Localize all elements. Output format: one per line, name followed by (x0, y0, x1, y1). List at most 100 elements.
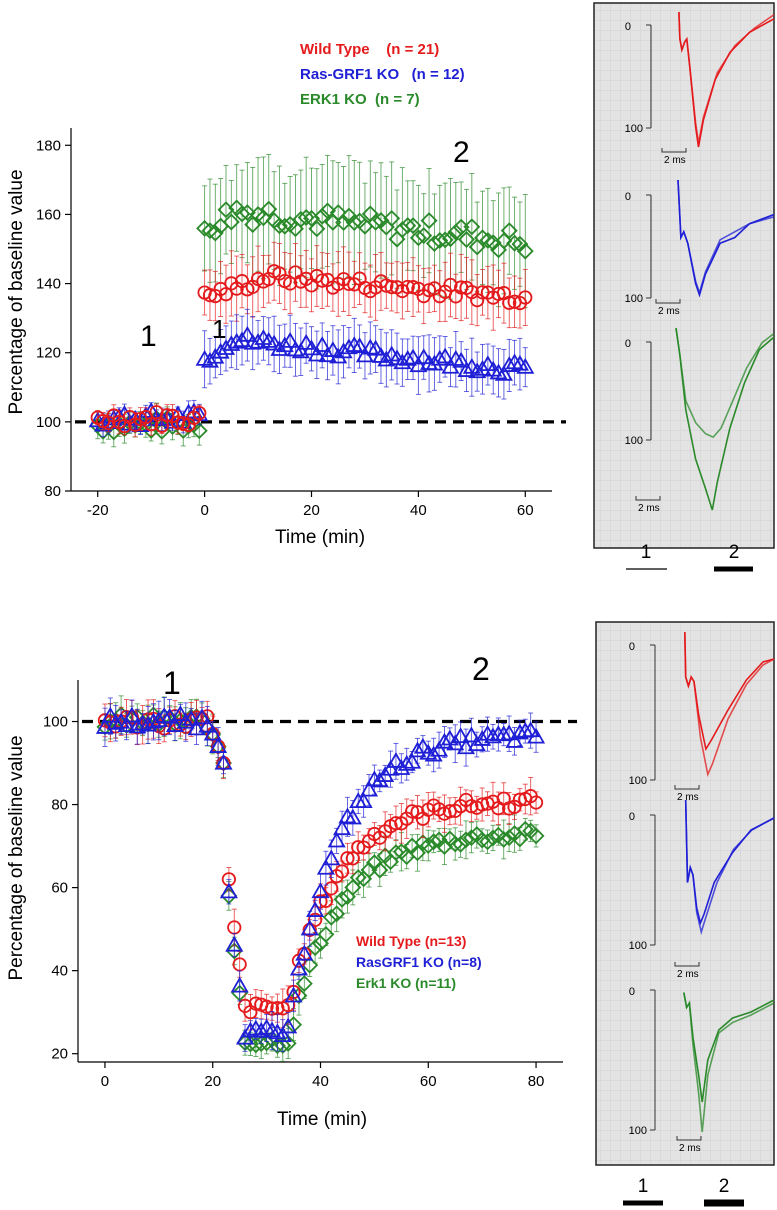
top-circle-pre-point (144, 417, 159, 432)
bottom-triangle-point (462, 726, 481, 743)
top-triangle-post-point (398, 349, 417, 366)
top-trace-0-time-label: 2 ms (664, 155, 686, 166)
top-diamond-post-point (313, 207, 331, 225)
bottom-triangle-point (316, 858, 335, 875)
top-diamond-post-point (500, 222, 518, 240)
bottom-triangle-point (322, 849, 341, 866)
bottom-triangle-point (494, 725, 513, 742)
top-diamond-post-point (383, 209, 401, 227)
bottom-trace-2-time-label: 2 ms (679, 1143, 701, 1154)
top-trace-2-time-bar (635, 496, 661, 501)
bottom-trace-1: 0 100 2 ms (629, 799, 775, 980)
chart-1-x-tick-label: 20 (204, 1073, 221, 1090)
top-diamond-post-point (276, 217, 294, 235)
bottom-triangle-point (122, 706, 141, 723)
chart-0-y-tick-label: 100 (36, 414, 61, 431)
bottom-triangle-point (311, 882, 330, 899)
bottom-annotation-1: 1 (163, 665, 181, 701)
bottom-triangle-point (327, 831, 346, 848)
bottom-triangle-point (430, 740, 449, 757)
chart-1-y-tick-label: 80 (51, 797, 68, 814)
bottom-trace-2: 0 100 2 ms (629, 986, 775, 1154)
top-trace-0: 0 100 2 ms (625, 11, 775, 166)
bottom-trace-legend-2: 2 (719, 1176, 730, 1197)
bottom-triangle-point (359, 780, 379, 797)
bottom-triangle-point (483, 727, 502, 744)
bottom-diamond-point (349, 869, 367, 887)
bottom-triangle-point (510, 723, 529, 740)
top-triangle-post-point (206, 347, 225, 364)
top-triangle-post-point (339, 338, 358, 355)
bottom-triangle-point (343, 808, 362, 825)
bottom-triangle-point (527, 727, 546, 744)
top-circle-post-point (315, 273, 330, 288)
top-circle-post-point (283, 276, 298, 291)
bottom-diamond-point (225, 942, 243, 960)
bottom-legend-rasgrf1: RasGRF1 KO (n=8) (356, 954, 482, 970)
bottom-triangle-point (419, 743, 438, 760)
bottom-triangle-point (408, 741, 427, 758)
top-trace-0-waveform (678, 11, 775, 144)
bottom-triangle-point (198, 716, 217, 733)
bottom-triangle-point (338, 807, 357, 824)
top-circle-post-point (491, 286, 506, 302)
bottom-chart: 20 40 60 80 100 0 20 40 60 80 Time (min) Percenta… (6, 651, 577, 1130)
bottom-diamond-point (462, 829, 480, 847)
top-diamond-post-point (233, 205, 251, 223)
top-trace-2: 0 100 2 ms (625, 327, 775, 514)
bottom-diamond-point (295, 975, 313, 993)
top-diamond-post-point (345, 214, 363, 232)
top-diamond-post-point (463, 218, 481, 236)
bottom-trace-background (595, 621, 775, 1166)
bottom-triangle-point (214, 753, 233, 770)
bottom-plot-area: 20 40 60 80 100 0 20 40 60 80 (43, 680, 577, 1090)
top-trace-1-zero-label: 0 (625, 191, 631, 203)
top-circle-pre-point (170, 415, 185, 430)
bottom-trace-2-time-bar (676, 1136, 702, 1141)
top-legend-rasgrf1: Ras-GRF1 KO (n = 12) (300, 66, 465, 83)
bottom-circle-point (334, 864, 350, 879)
bottom-diamond-point (317, 925, 335, 943)
top-triangle-post-point (329, 347, 348, 364)
bottom-triangle-point (192, 708, 211, 725)
bottom-triangle-point (386, 752, 405, 768)
top-triangle-post-point (366, 339, 385, 356)
bottom-circle-point (340, 851, 355, 866)
top-diamond-post-point (297, 209, 315, 226)
top-triangle-post-point (505, 353, 524, 370)
chart-0-y-tick-label: 120 (36, 345, 61, 362)
bottom-triangle-point (333, 819, 352, 836)
bottom-legend-erk1: Erk1 KO (n=11) (356, 975, 456, 991)
bottom-y-axis-label: Percentage of baseline value (6, 735, 27, 980)
bottom-triangle-point (165, 716, 185, 732)
bottom-diamond-point (479, 833, 497, 851)
top-triangle-post-point (446, 349, 465, 366)
top-triangle-post-point (291, 342, 310, 359)
bottom-trace-1-waveform (684, 799, 775, 936)
bottom-diamond-point (495, 830, 513, 848)
top-trace-2-zero-label: 0 (625, 338, 631, 350)
bottom-diamond-point (516, 820, 534, 838)
bottom-diamond-point (452, 835, 470, 853)
bottom-triangle-point (397, 754, 416, 771)
bottom-triangle-point (505, 732, 524, 748)
bottom-trace-2-waveform (683, 992, 775, 1133)
top-x-axis-label: Time (min) (275, 527, 365, 548)
bottom-trace-0-zero-label: 0 (629, 641, 635, 653)
top-triangle-post-point (270, 340, 289, 356)
bottom-diamond-point (258, 1034, 276, 1052)
top-trace-panel: 0 100 2 ms 0 100 2 ms 0 100 2 ms 1 2 (593, 2, 775, 572)
top-diamond-post-point (367, 213, 385, 231)
top-triangle-post-point (516, 357, 535, 374)
bottom-diamond-point (457, 831, 475, 849)
bottom-diamond-point (425, 833, 443, 851)
top-trace-2-time-label: 2 ms (638, 503, 660, 514)
bottom-triangle-point (117, 716, 136, 733)
chart-1-x-tick-label: 60 (420, 1073, 437, 1090)
bottom-triangle-point (225, 935, 244, 952)
bottom-diamond-point (306, 939, 324, 957)
bottom-diamond-point (333, 890, 351, 908)
top-diamond-post-point (409, 229, 427, 247)
chart-1-y-tick-label: 60 (51, 880, 68, 897)
top-triangle-post-point (350, 337, 369, 354)
